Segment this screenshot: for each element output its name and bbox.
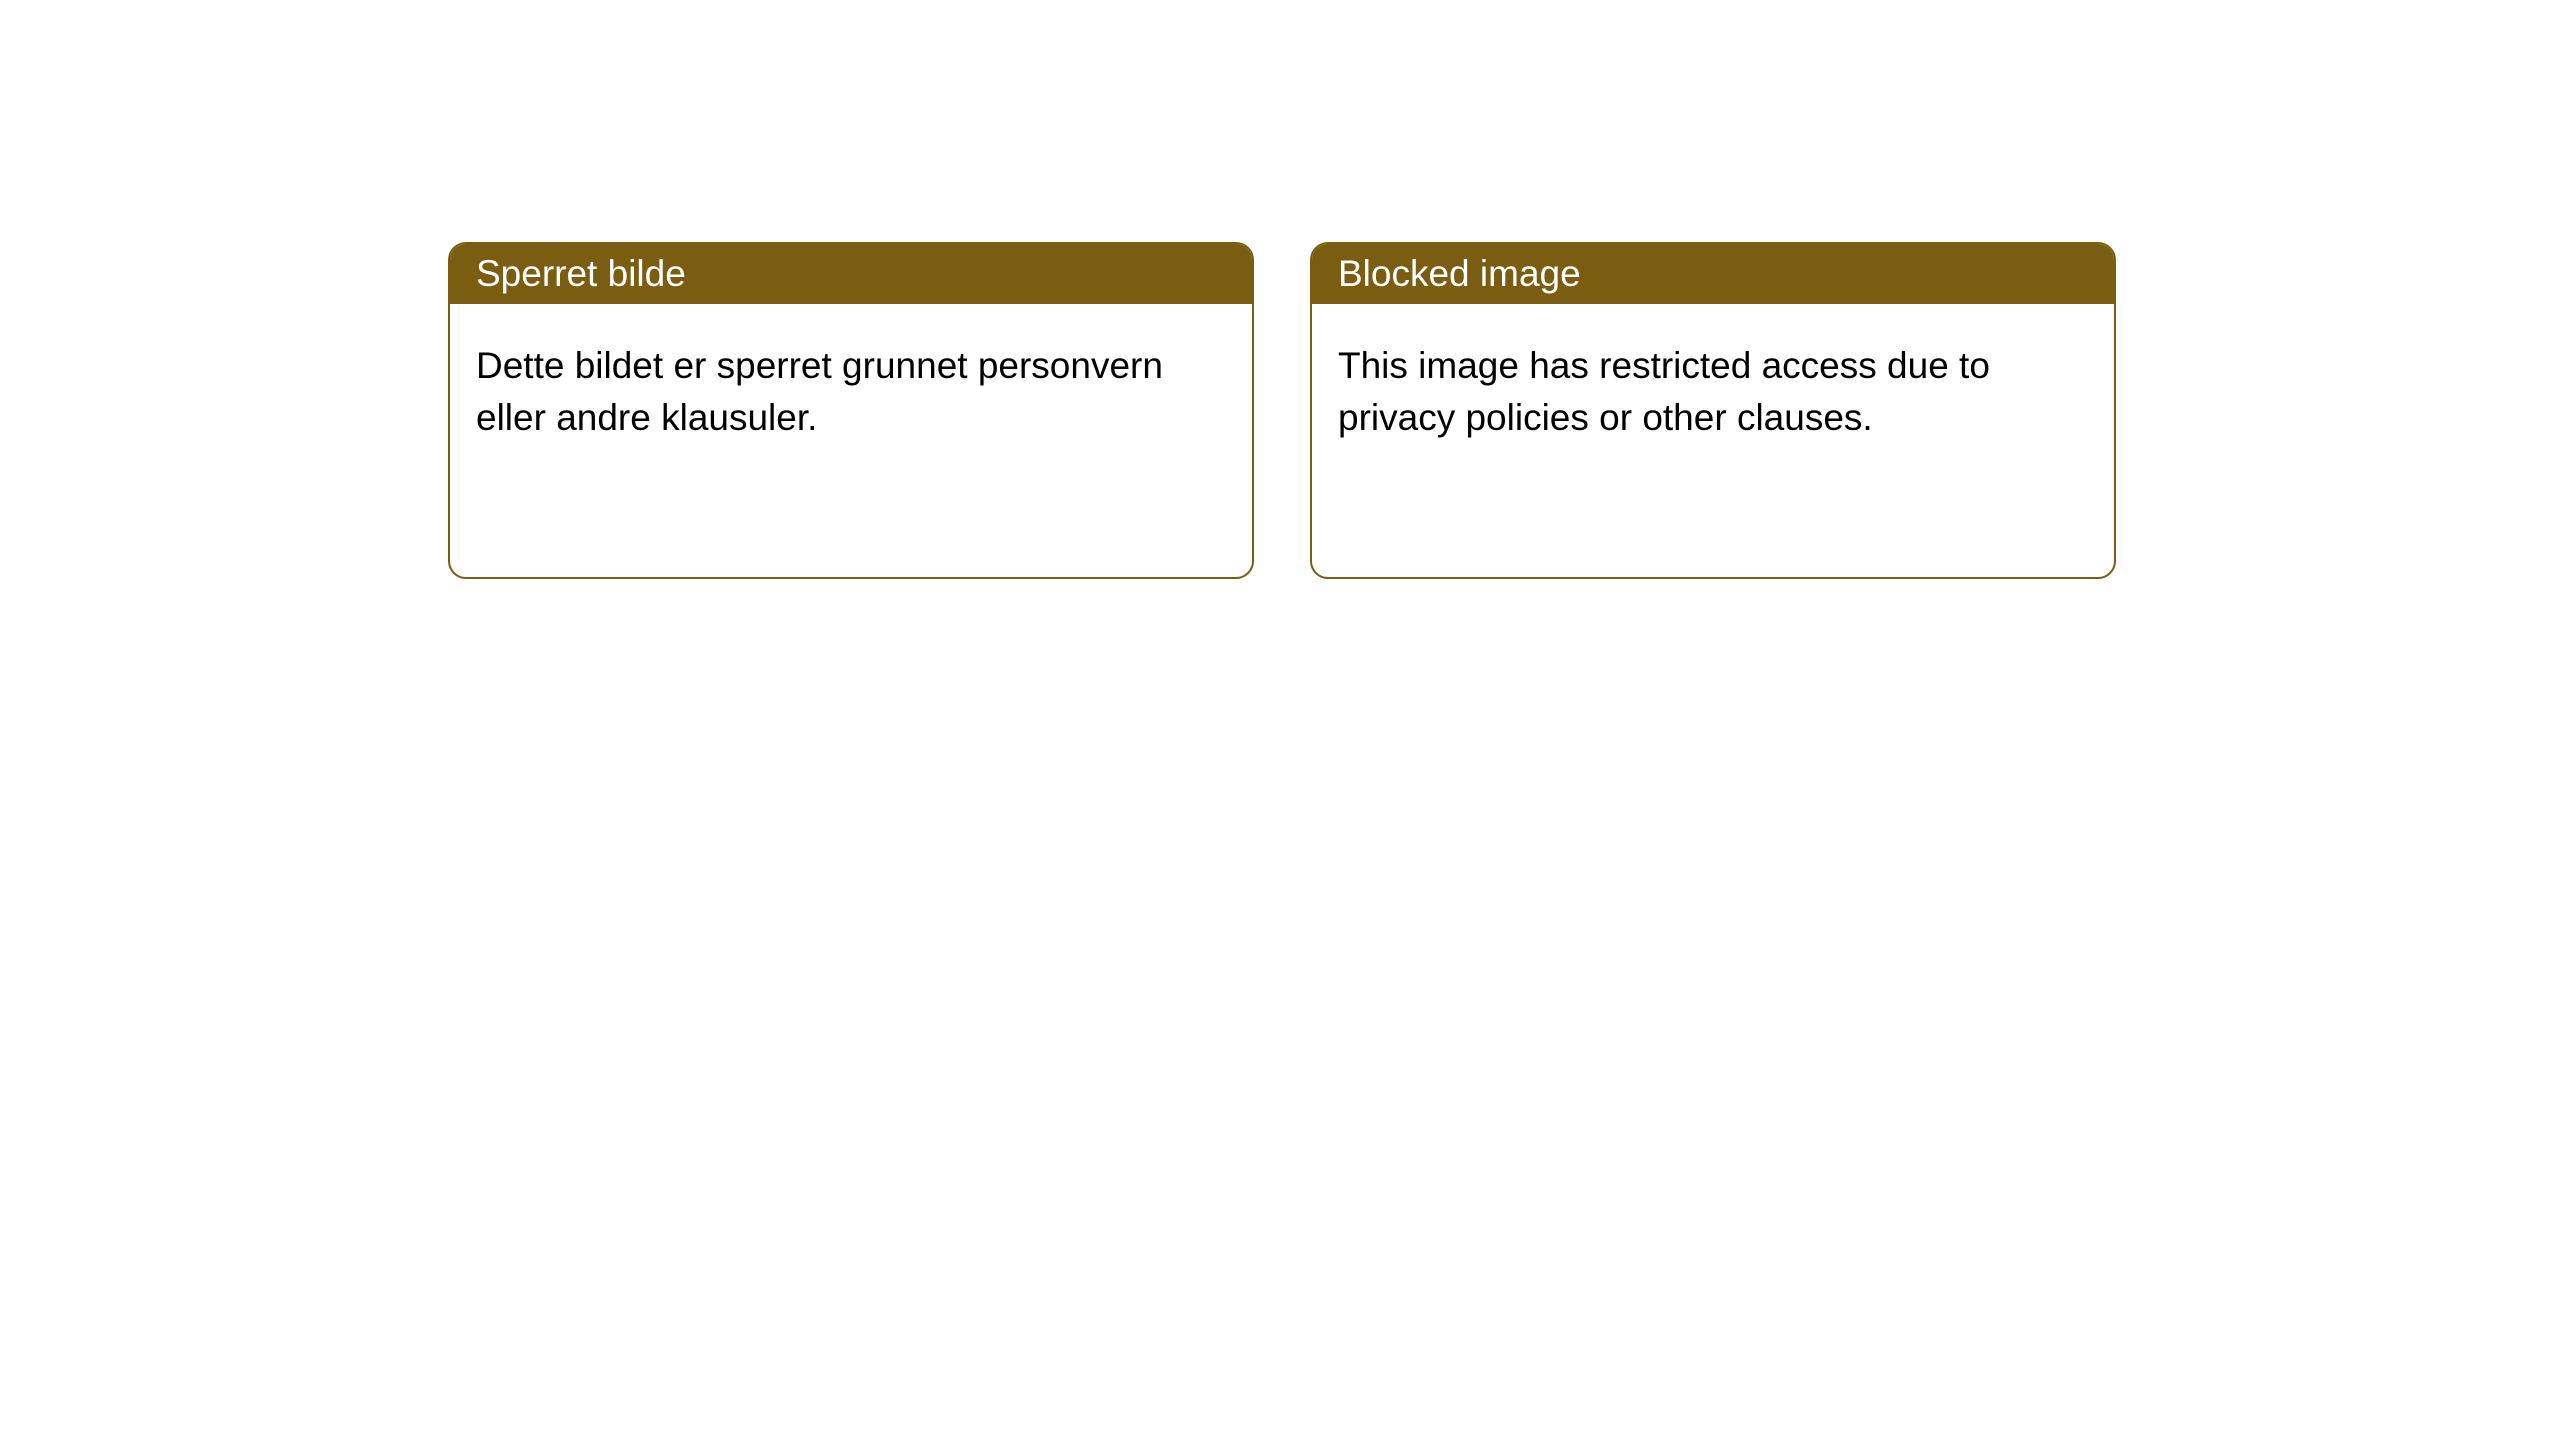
notice-body-text: This image has restricted access due to … — [1338, 345, 1990, 438]
notice-box-norwegian: Sperret bilde Dette bildet er sperret gr… — [448, 242, 1254, 579]
notices-container: Sperret bilde Dette bildet er sperret gr… — [0, 0, 2560, 579]
notice-header: Sperret bilde — [450, 244, 1252, 304]
notice-body: This image has restricted access due to … — [1312, 304, 2114, 480]
notice-title: Blocked image — [1338, 253, 1581, 295]
notice-box-english: Blocked image This image has restricted … — [1310, 242, 2116, 579]
notice-title: Sperret bilde — [476, 253, 686, 295]
notice-header: Blocked image — [1312, 244, 2114, 304]
notice-body-text: Dette bildet er sperret grunnet personve… — [476, 345, 1163, 438]
notice-body: Dette bildet er sperret grunnet personve… — [450, 304, 1252, 480]
